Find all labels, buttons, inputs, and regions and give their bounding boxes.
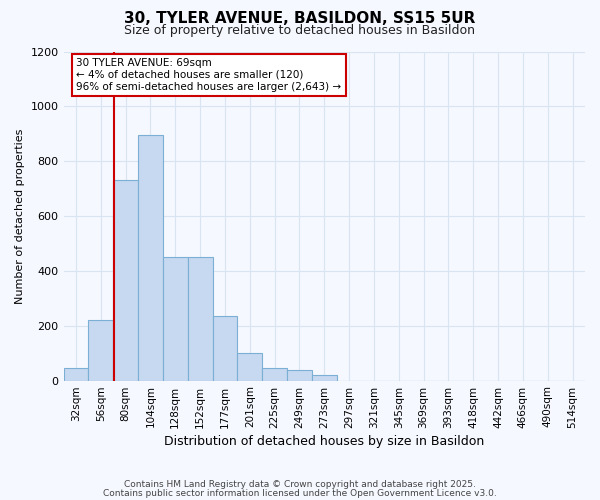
Text: Size of property relative to detached houses in Basildon: Size of property relative to detached ho… bbox=[125, 24, 476, 37]
X-axis label: Distribution of detached houses by size in Basildon: Distribution of detached houses by size … bbox=[164, 434, 484, 448]
Bar bbox=[238, 353, 262, 380]
Bar bbox=[312, 375, 337, 380]
Bar bbox=[138, 135, 163, 380]
Bar bbox=[262, 368, 287, 380]
Bar bbox=[113, 180, 138, 380]
Bar bbox=[212, 316, 238, 380]
Bar bbox=[64, 368, 88, 380]
Y-axis label: Number of detached properties: Number of detached properties bbox=[15, 128, 25, 304]
Bar bbox=[287, 370, 312, 380]
Text: 30, TYLER AVENUE, BASILDON, SS15 5UR: 30, TYLER AVENUE, BASILDON, SS15 5UR bbox=[124, 11, 476, 26]
Bar bbox=[88, 320, 113, 380]
Bar bbox=[163, 257, 188, 380]
Text: Contains public sector information licensed under the Open Government Licence v3: Contains public sector information licen… bbox=[103, 489, 497, 498]
Bar bbox=[188, 257, 212, 380]
Text: Contains HM Land Registry data © Crown copyright and database right 2025.: Contains HM Land Registry data © Crown c… bbox=[124, 480, 476, 489]
Text: 30 TYLER AVENUE: 69sqm
← 4% of detached houses are smaller (120)
96% of semi-det: 30 TYLER AVENUE: 69sqm ← 4% of detached … bbox=[76, 58, 341, 92]
